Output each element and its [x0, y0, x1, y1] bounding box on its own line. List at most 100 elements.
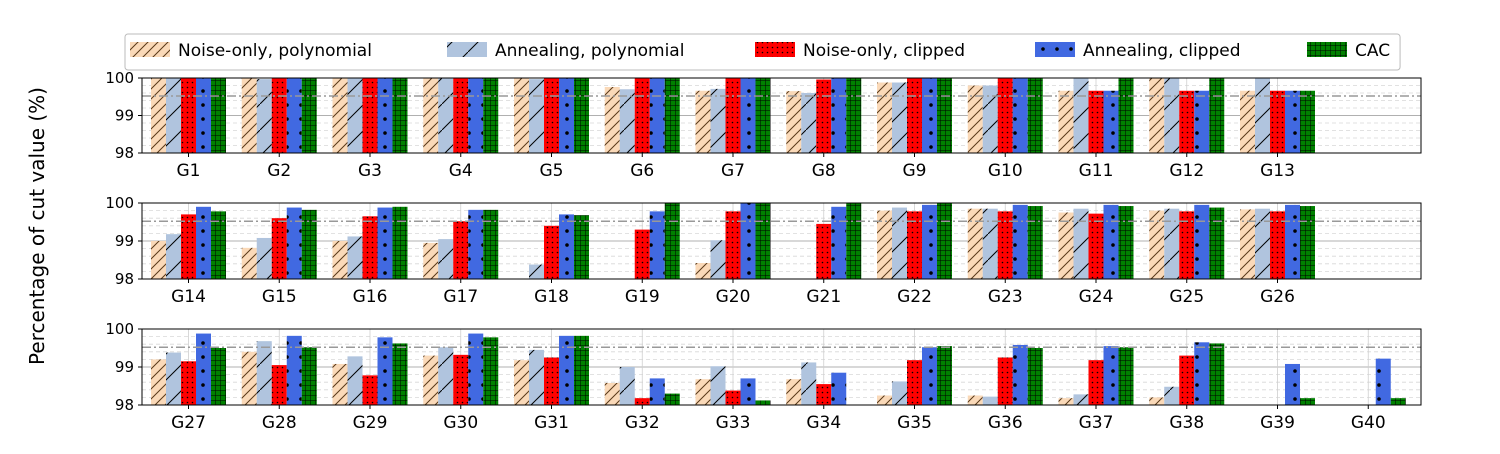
- bar-ac-g34: [831, 372, 847, 405]
- bar-np-g26: [1240, 209, 1255, 279]
- bar-cac-g10: [1027, 78, 1043, 153]
- x-tick-label: G12: [1169, 161, 1204, 181]
- bar-nc-g6: [634, 78, 650, 153]
- bar-np-g27: [151, 359, 166, 405]
- bar-ac-g32: [649, 378, 665, 405]
- bar-nc-g30: [453, 354, 469, 405]
- bar-cac-g14: [211, 211, 226, 279]
- bar-nc-g8: [816, 79, 832, 153]
- bar-ac-g11: [1103, 90, 1119, 153]
- bar-nc-g25: [1179, 211, 1195, 279]
- bar-cac-g38: [1209, 343, 1225, 405]
- bar-ap-g38: [1164, 386, 1180, 405]
- bar-ap-g22: [892, 207, 907, 279]
- x-tick-label: G36: [988, 413, 1023, 433]
- bar-nc-g35: [907, 360, 922, 405]
- bar-np-g9: [877, 82, 892, 153]
- bar-ap-g2: [256, 79, 272, 153]
- bar-ac-g23: [1012, 204, 1028, 279]
- bar-np-g23: [967, 208, 983, 279]
- bar-cac-g20: [755, 203, 771, 279]
- bar-cac-g8: [846, 78, 862, 153]
- bar-ap-g35: [892, 381, 907, 405]
- x-tick-label: G14: [171, 287, 206, 307]
- bar-ac-g33: [740, 378, 756, 405]
- bar-nc-g27: [181, 361, 196, 405]
- bar-nc-g28: [271, 365, 287, 405]
- y-tick-label: 98: [115, 144, 134, 162]
- x-tick-label: G18: [534, 287, 569, 307]
- bar-nc-g2: [271, 78, 287, 153]
- bar-cac-g9: [937, 78, 952, 153]
- bar-ac-g5: [559, 78, 574, 153]
- bar-ac-g12: [1194, 90, 1210, 153]
- bar-nc-g15: [271, 218, 287, 279]
- bar-np-g22: [877, 210, 892, 279]
- bar-cac-g33: [755, 400, 771, 405]
- bar-ac-g9: [922, 78, 937, 153]
- bar-nc-g23: [997, 211, 1013, 279]
- x-tick-label: G11: [1079, 161, 1114, 181]
- bar-nc-g32: [634, 398, 650, 405]
- bar-np-g30: [423, 355, 439, 405]
- bar-nc-g38: [1179, 355, 1195, 405]
- x-tick-label: G22: [897, 287, 932, 307]
- bar-ac-g15: [286, 207, 302, 279]
- bar-ac-g13: [1285, 90, 1300, 153]
- x-tick-label: G3: [358, 161, 382, 181]
- bar-ac-g24: [1103, 204, 1119, 279]
- x-tick-label: G15: [262, 287, 297, 307]
- x-tick-label: G8: [812, 161, 836, 181]
- bar-cac-g37: [1118, 347, 1134, 405]
- bar-ac-g21: [831, 206, 847, 279]
- bar-np-g34: [786, 379, 802, 405]
- legend-item-np: Noise-only, polynomial: [130, 41, 372, 61]
- bar-np-g2: [241, 78, 257, 153]
- x-tick-label: G39: [1260, 413, 1295, 433]
- legend-item-cac: CAC: [1307, 41, 1390, 61]
- x-tick-label: G31: [534, 413, 569, 433]
- x-tick-label: G21: [806, 287, 841, 307]
- bar-nc-g14: [181, 214, 196, 279]
- bar-nc-g37: [1088, 360, 1104, 405]
- bar-np-g36: [967, 395, 983, 405]
- legend-label-ap: Annealing, polynomial: [495, 41, 684, 61]
- bar-nc-g4: [453, 78, 469, 153]
- bar-ap-g8: [801, 93, 817, 153]
- bar-nc-g1: [181, 78, 196, 153]
- bar-np-g11: [1058, 90, 1074, 153]
- bar-np-g1: [151, 78, 166, 153]
- bar-cac-g28: [301, 347, 317, 405]
- bar-nc-g7: [725, 78, 741, 153]
- bar-cac-g6: [664, 78, 680, 153]
- bar-ap-g29: [347, 356, 363, 405]
- bar-np-g4: [423, 78, 439, 153]
- bar-ac-g22: [922, 204, 937, 279]
- bar-ap-g37: [1073, 394, 1089, 405]
- bar-cac-g36: [1027, 348, 1043, 405]
- y-tick-label: 98: [115, 396, 134, 414]
- y-axis-label: Percentage of cut value (%): [25, 87, 49, 365]
- bar-ac-g1: [196, 78, 211, 153]
- bar-ac-g28: [286, 335, 302, 405]
- bar-cac-g40: [1390, 398, 1406, 405]
- legend-item-ap: Annealing, polynomial: [447, 41, 684, 61]
- bar-ac-g17: [468, 209, 484, 279]
- y-tick-label: 100: [105, 69, 134, 87]
- bar-np-g8: [786, 91, 802, 153]
- bar-ap-g12: [1164, 78, 1180, 153]
- bar-np-g17: [423, 242, 439, 279]
- bar-ap-g4: [438, 78, 454, 153]
- bar-np-g15: [241, 247, 257, 279]
- bar-np-g5: [514, 78, 529, 153]
- legend-label-cac: CAC: [1355, 41, 1390, 61]
- bar-ac-g16: [377, 207, 393, 279]
- bar-ac-g27: [196, 333, 211, 405]
- bar-nc-g31: [544, 357, 559, 405]
- bar-cac-g21: [846, 203, 862, 279]
- bar-nc-g29: [362, 375, 378, 405]
- x-tick-label: G32: [625, 413, 660, 433]
- x-tick-label: G17: [443, 287, 478, 307]
- bar-ap-g3: [347, 78, 363, 153]
